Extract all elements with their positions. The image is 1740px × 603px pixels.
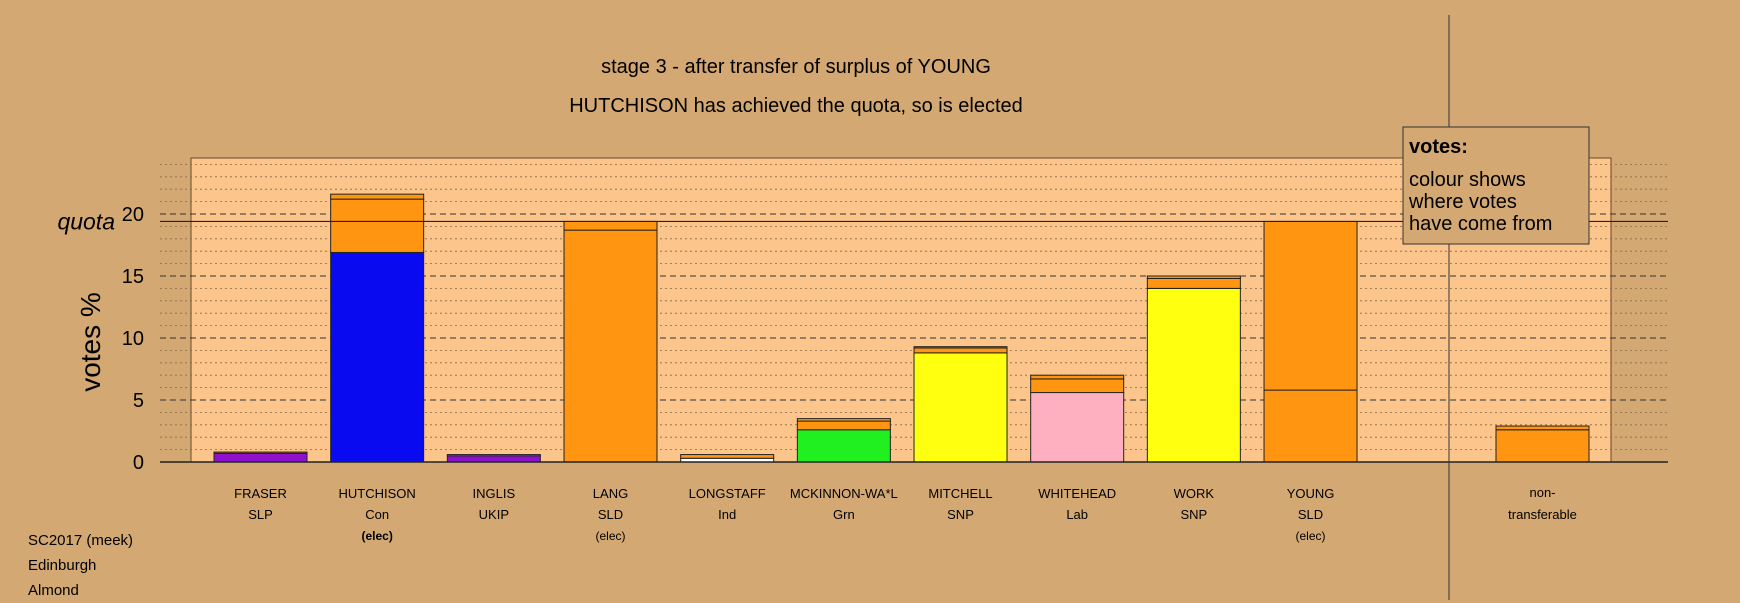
y-tick-label: 20 bbox=[122, 204, 144, 226]
candidate-name-label: YOUNG bbox=[1287, 486, 1335, 501]
bar-segment bbox=[563, 229, 658, 463]
bar-segment bbox=[796, 420, 891, 431]
candidate-name-label: LANG bbox=[593, 486, 628, 501]
candidate-status-label: (elec) bbox=[361, 529, 392, 543]
candidate-status-label: (elec) bbox=[596, 529, 626, 543]
bar-mitchell bbox=[913, 346, 1008, 463]
bar-whitehead bbox=[1030, 374, 1125, 463]
y-tick-label: 5 bbox=[133, 390, 144, 412]
candidate-party-label: SLD bbox=[1298, 507, 1323, 522]
candidate-name-label: INGLIS bbox=[473, 486, 516, 501]
bar-segment bbox=[913, 346, 1008, 349]
y-tick-label: 15 bbox=[122, 266, 144, 288]
bar-segment bbox=[330, 251, 425, 463]
candidate-party-label: SLD bbox=[598, 507, 623, 522]
bar-inglis bbox=[446, 454, 541, 463]
bar-segment bbox=[913, 347, 1008, 354]
candidate-party-label: Con bbox=[365, 507, 389, 522]
bar-segment bbox=[1146, 287, 1241, 463]
bar-segment bbox=[446, 454, 541, 457]
nontransferable-label-1: non- bbox=[1529, 485, 1555, 500]
info-ward: Almond bbox=[28, 582, 79, 599]
plot-background bbox=[190, 157, 1612, 463]
info-election: SC2017 (meek) bbox=[28, 532, 134, 549]
legend-title: votes: bbox=[1409, 136, 1468, 158]
candidate-party-label: UKIP bbox=[479, 507, 509, 522]
bar-segment bbox=[1030, 374, 1125, 380]
candidate-party-label: Ind bbox=[718, 507, 736, 522]
bar-segment bbox=[330, 193, 425, 200]
info-council: Edinburgh bbox=[28, 557, 97, 574]
bar-segment bbox=[1146, 277, 1241, 289]
bar-fraser bbox=[213, 451, 308, 463]
bar-segment bbox=[680, 454, 775, 459]
bar-segment bbox=[913, 352, 1008, 463]
quota-label: quota bbox=[57, 208, 115, 234]
bar-segment bbox=[213, 452, 308, 463]
chart-title: stage 3 - after transfer of surplus of Y… bbox=[601, 56, 991, 78]
bar-segment bbox=[563, 220, 658, 231]
legend-line-1: colour shows bbox=[1409, 169, 1526, 191]
bar-segment bbox=[330, 198, 425, 253]
legend-line-3: have come from bbox=[1409, 213, 1552, 235]
bar-lang bbox=[563, 220, 658, 463]
candidate-name-label: FRASER bbox=[234, 486, 287, 501]
candidate-name-label: WORK bbox=[1174, 486, 1215, 501]
bar-segment bbox=[796, 418, 891, 422]
legend-box: votes: colour shows where votes have com… bbox=[1402, 126, 1590, 245]
candidate-name-label: MITCHELL bbox=[928, 486, 992, 501]
bar-hutchison bbox=[330, 193, 425, 463]
candidate-party-label: Grn bbox=[833, 507, 855, 522]
bar-segment bbox=[1263, 220, 1358, 391]
constituency-info: SC2017 (meek) Edinburgh Almond bbox=[28, 528, 133, 603]
bar-segment bbox=[796, 429, 891, 463]
bar-non-transferable bbox=[1495, 425, 1590, 463]
candidate-name-label: HUTCHISON bbox=[339, 486, 416, 501]
bar-segment bbox=[1146, 275, 1241, 279]
candidate-party-label: SNP bbox=[1180, 507, 1207, 522]
bar-segment bbox=[213, 451, 308, 454]
bar-segment bbox=[1030, 392, 1125, 463]
y-axis-label: votes % bbox=[75, 292, 106, 392]
y-tick-label: 10 bbox=[122, 328, 144, 350]
legend-line-2: where votes bbox=[1408, 191, 1517, 213]
candidate-name-label: MCKINNON-WA*L bbox=[790, 486, 898, 501]
candidate-status-label: (elec) bbox=[1296, 529, 1326, 543]
bar-segment bbox=[1495, 429, 1590, 463]
y-tick-label: 0 bbox=[133, 452, 144, 474]
bars-layer bbox=[213, 193, 1590, 463]
candidate-name-label: LONGSTAFF bbox=[689, 486, 766, 501]
bar-work bbox=[1146, 275, 1241, 463]
nontransferable-label-2: transferable bbox=[1508, 507, 1577, 522]
bar-young bbox=[1263, 220, 1358, 463]
bar-segment bbox=[1263, 389, 1358, 463]
bar-segment bbox=[1030, 378, 1125, 394]
label-layer: 0 5 10 15 20 quota FRASER SLP HUTCHISON Con (elec)… bbox=[57, 204, 1576, 543]
candidate-party-label: Lab bbox=[1066, 507, 1088, 522]
candidate-party-label: SNP bbox=[947, 507, 974, 522]
bar-longstaff bbox=[680, 454, 775, 463]
chart-subtitle: HUTCHISON has achieved the quota, so is … bbox=[569, 95, 1023, 117]
bar-mckinnonwal bbox=[796, 418, 891, 463]
candidate-name-label: WHITEHEAD bbox=[1038, 486, 1116, 501]
bar-segment bbox=[446, 455, 541, 463]
candidate-party-label: SLP bbox=[248, 507, 273, 522]
bar-segment bbox=[1495, 425, 1590, 431]
